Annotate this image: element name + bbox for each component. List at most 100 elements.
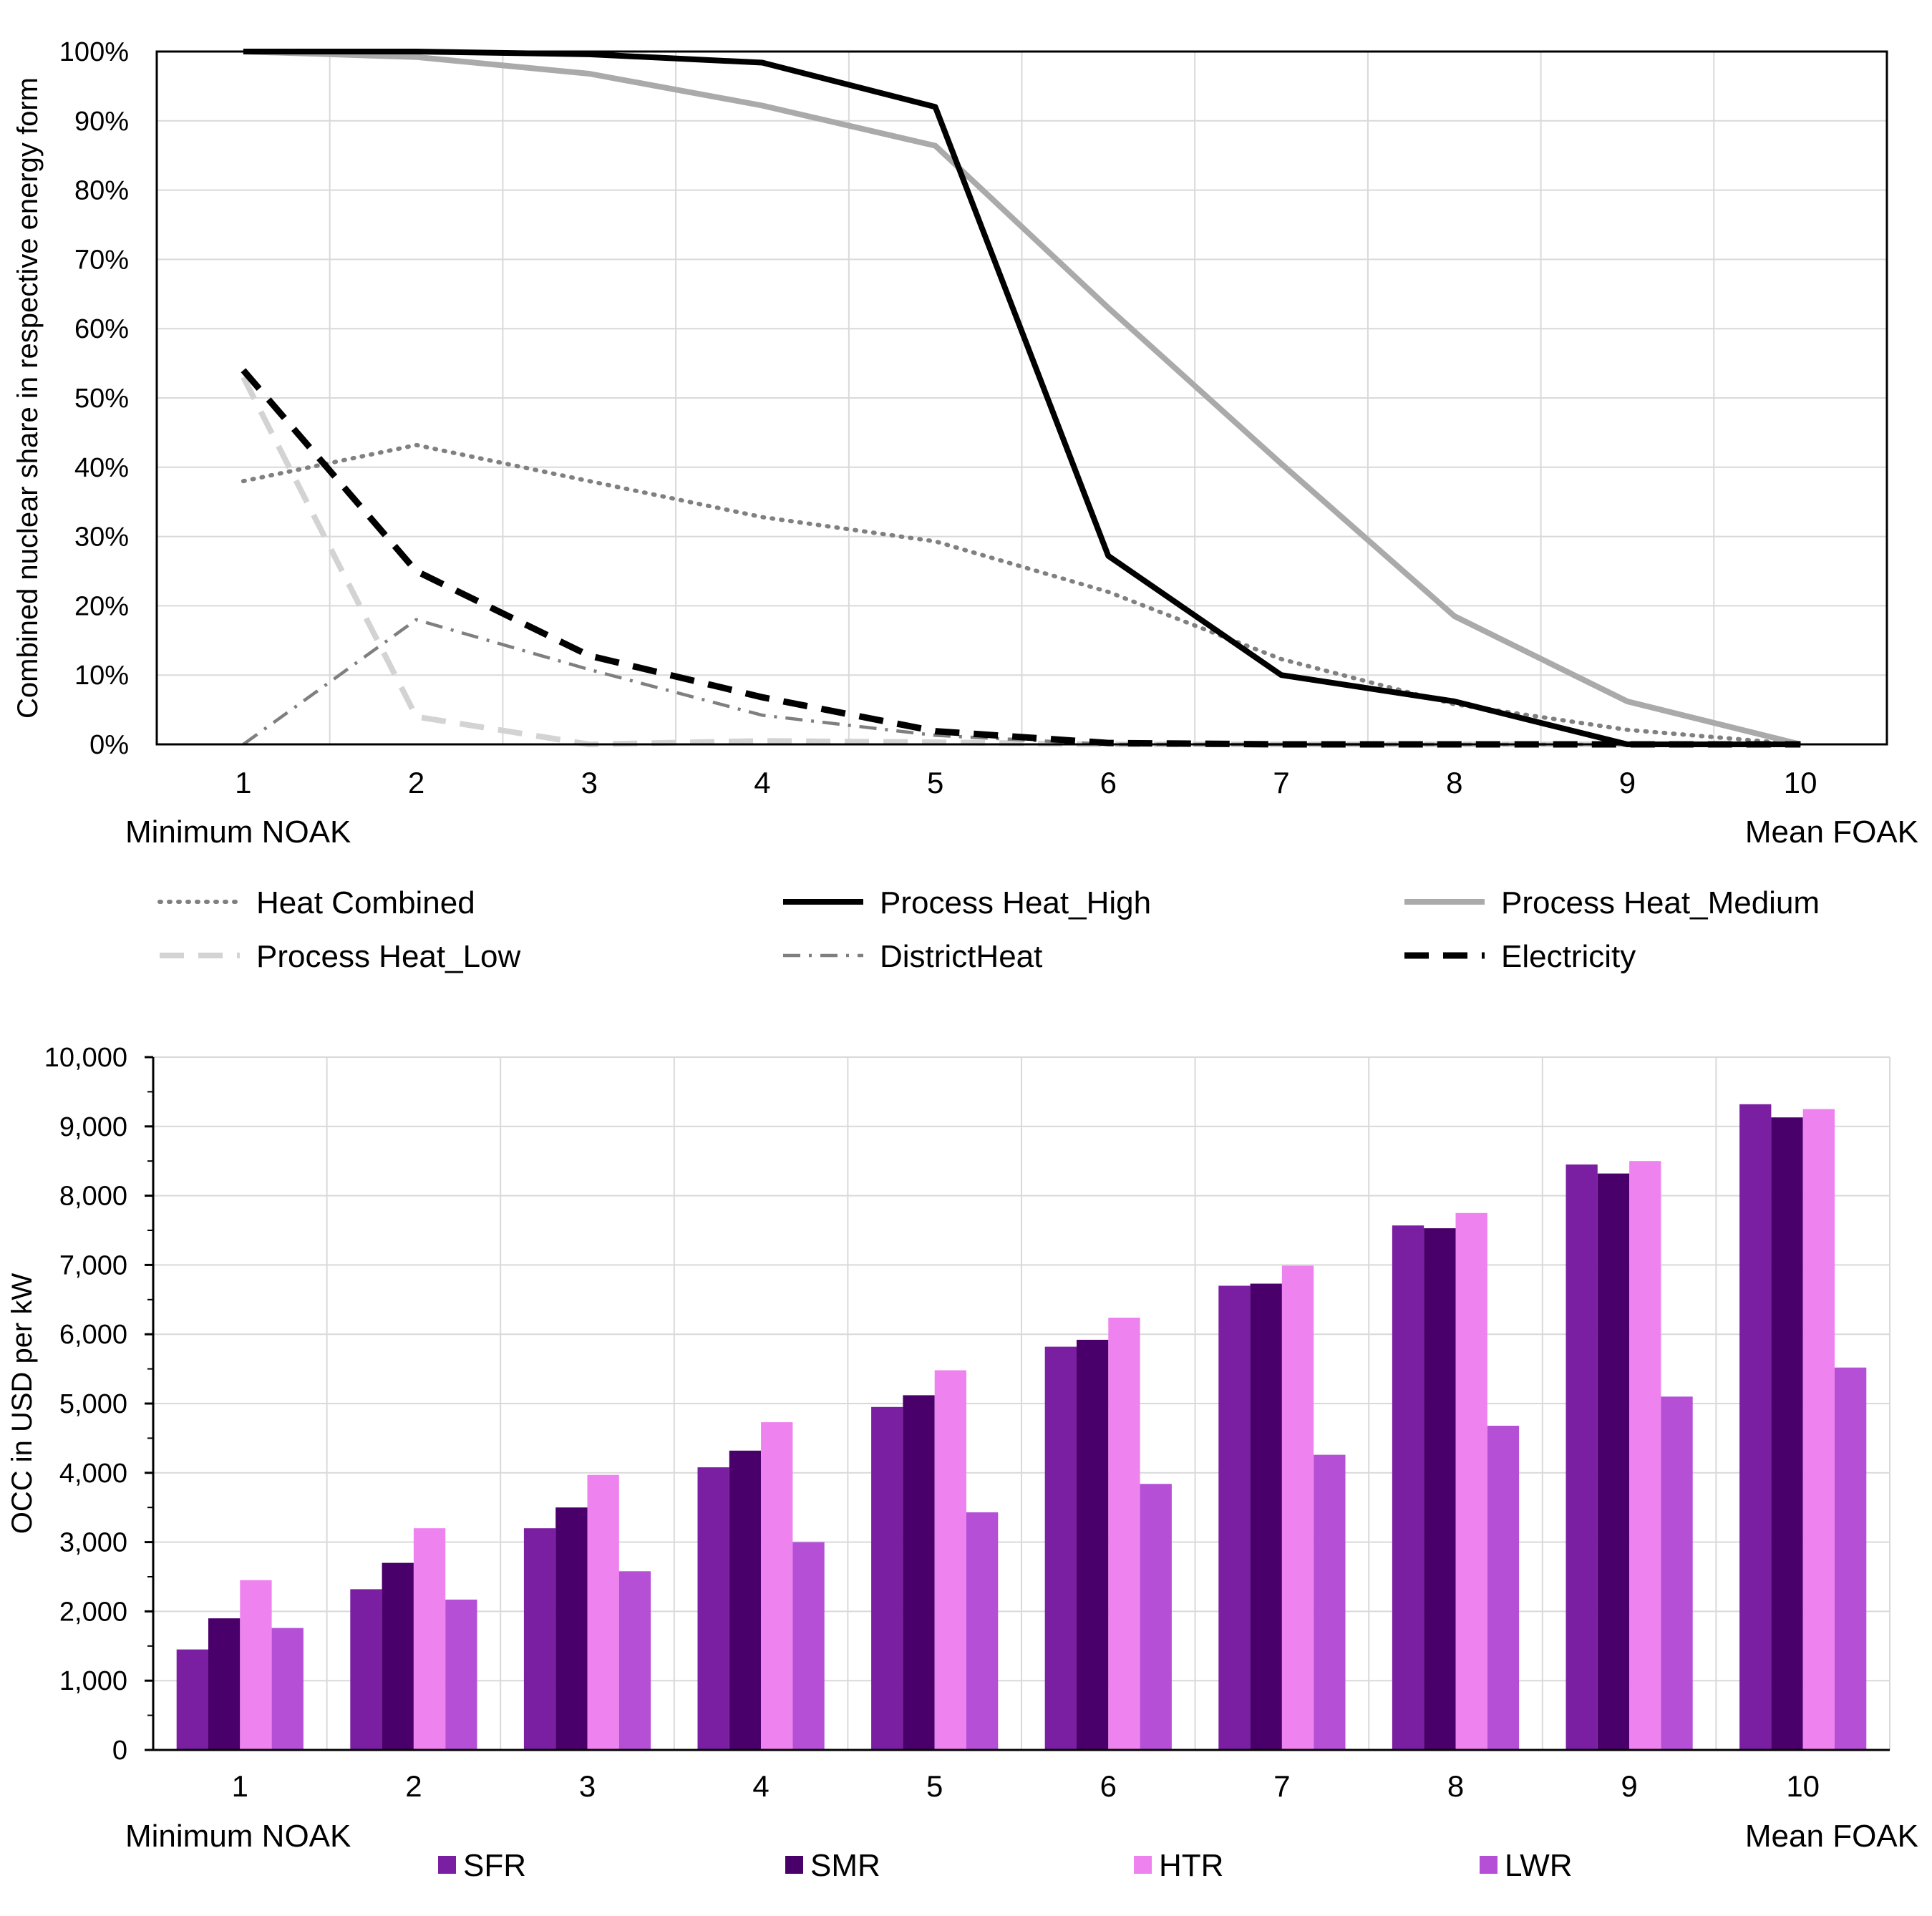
bar-smr-6 [1077,1339,1109,1750]
bottom-y-tick-labels: 0 1,000 2,000 3,000 4,000 5,000 6,000 7,000 8,00… [44,1043,153,1766]
legend-label-process-heat-medium: Process Heat_Medium [1501,885,1820,920]
bar-lwr-8 [1487,1426,1520,1750]
bar-htr-3 [587,1474,619,1750]
legend-label-heat-combined: Heat Combined [256,885,475,920]
bottom-x-tick-1: 1 [232,1769,248,1803]
bar-lwr-2 [445,1599,477,1750]
top-x-tick-9: 9 [1619,766,1636,799]
bar-lwr-5 [966,1512,999,1750]
top-y-tick-7: 70% [74,245,129,275]
top-y-tick-3: 30% [74,522,129,553]
bottom-bars [176,1104,1867,1750]
bottom-x-tick-4: 4 [752,1769,769,1803]
bottom-y-tick-4: 4,000 [59,1459,127,1489]
top-y-tick-8: 80% [74,176,129,206]
top-y-tick-6: 60% [74,314,129,344]
bottom-x-tick-labels: 1 2 3 4 5 6 7 8 9 10 [232,1769,1820,1803]
legend-label-process-heat-low: Process Heat_Low [256,939,521,974]
bottom-x-tick-10: 10 [1786,1769,1820,1803]
top-x-tick-7: 7 [1273,766,1289,799]
bottom-y-tick-3: 3,000 [59,1528,127,1558]
bar-htr-1 [240,1580,272,1750]
top-x-tick-6: 6 [1100,766,1117,799]
bar-smr-8 [1424,1228,1456,1750]
bar-htr-8 [1455,1212,1487,1750]
top-x-tick-4: 4 [754,766,770,799]
bottom-x-end-label-right: Mean FOAK [1745,1819,1918,1854]
bottom-y-tick-9: 9,000 [59,1112,127,1142]
top-x-end-label-left: Minimum NOAK [125,814,351,850]
legend-swatch-lwr [1480,1856,1497,1874]
top-x-tick-labels: 1 2 3 4 5 6 7 8 9 10 [235,766,1817,799]
bar-lwr-3 [618,1571,651,1750]
occ-bar-chart: 0 1,000 2,000 3,000 4,000 5,000 6,000 7,000 8,00… [6,1043,1918,1883]
bar-smr-9 [1597,1173,1630,1750]
legend-label-electricity: Electricity [1501,939,1636,974]
top-y-tick-4: 40% [74,453,129,483]
bar-lwr-6 [1140,1484,1172,1750]
bar-htr-10 [1802,1109,1835,1750]
bottom-y-tick-7: 7,000 [59,1250,127,1280]
bar-smr-4 [729,1450,762,1750]
top-x-tick-2: 2 [408,766,424,799]
legend-label-districtheat: DistrictHeat [880,939,1042,974]
bar-sfr-1 [176,1649,208,1750]
legend-label-process-heat-high: Process Heat_High [880,885,1151,920]
bar-smr-3 [555,1507,588,1750]
bar-smr-2 [382,1562,414,1750]
top-y-tick-10: 100% [59,37,129,67]
top-x-tick-10: 10 [1784,766,1817,799]
bottom-x-tick-9: 9 [1621,1769,1637,1803]
bar-smr-10 [1771,1117,1803,1750]
bar-sfr-3 [523,1528,556,1750]
bar-sfr-8 [1392,1225,1424,1750]
top-x-tick-1: 1 [235,766,251,799]
bar-lwr-9 [1661,1396,1693,1750]
bottom-y-tick-6: 6,000 [59,1320,127,1350]
bottom-y-tick-5: 5,000 [59,1389,127,1419]
bottom-y-tick-10: 10,000 [44,1043,127,1073]
bar-lwr-10 [1835,1367,1867,1750]
bar-sfr-5 [871,1406,903,1750]
bar-lwr-1 [271,1628,304,1750]
bar-sfr-4 [697,1467,729,1750]
bar-htr-7 [1281,1265,1314,1750]
legend-label-sfr: SFR [463,1848,526,1883]
bar-smr-1 [208,1618,241,1750]
top-legend: Heat Combined Process Heat_High Process He… [157,885,1820,974]
bottom-y-axis-title: OCC in USD per kW [6,1273,38,1535]
bottom-y-tick-0: 0 [112,1736,127,1766]
top-y-tick-5: 50% [74,384,129,414]
bottom-legend: SFR SMR HTR LWR [438,1848,1573,1883]
legend-swatch-htr [1134,1856,1152,1874]
bar-htr-4 [761,1422,793,1750]
top-plot-frame [155,50,1888,746]
top-y-tick-labels: 0% 10% 20% 30% 40% 50% 60% 70% 80% 90% 100% [59,37,129,760]
bottom-x-tick-2: 2 [405,1769,422,1803]
top-y-tick-9: 90% [74,107,129,137]
bar-smr-7 [1250,1283,1282,1750]
bar-lwr-4 [792,1542,825,1750]
bar-smr-5 [903,1395,935,1750]
legend-swatch-sfr [438,1856,456,1874]
bottom-x-tick-6: 6 [1100,1769,1117,1803]
bottom-y-tick-1: 1,000 [59,1666,127,1696]
bar-sfr-6 [1044,1346,1077,1750]
bottom-y-tick-8: 8,000 [59,1182,127,1212]
bottom-x-tick-8: 8 [1447,1769,1464,1803]
bar-sfr-9 [1565,1164,1598,1750]
top-y-tick-0: 0% [89,730,129,760]
nuclear-share-line-chart: 0% 10% 20% 30% 40% 50% 60% 70% 80% 90% 100% 1 2 3 4 5 6… [12,37,1918,974]
top-y-tick-2: 20% [74,591,129,621]
top-x-end-label-right: Mean FOAK [1745,814,1918,850]
top-x-tick-8: 8 [1446,766,1462,799]
legend-label-htr: HTR [1159,1848,1223,1883]
line-series-process-heat-high [243,49,1801,747]
bottom-x-tick-7: 7 [1273,1769,1290,1803]
bar-sfr-7 [1218,1285,1251,1750]
bar-htr-9 [1629,1161,1661,1750]
bottom-x-tick-5: 5 [926,1769,943,1803]
top-x-tick-3: 3 [581,766,598,799]
bar-lwr-7 [1314,1454,1346,1750]
